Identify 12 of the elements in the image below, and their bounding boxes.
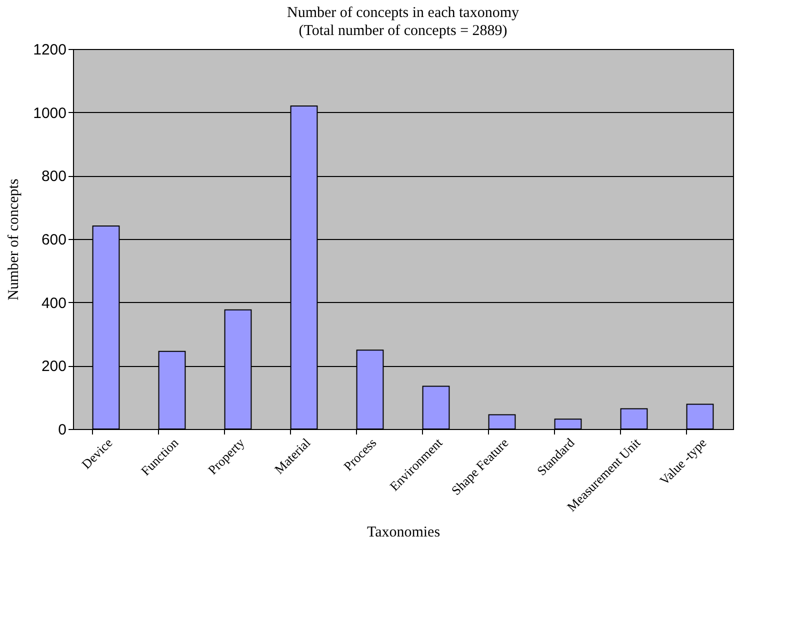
y-tick-label: 400 <box>41 294 66 312</box>
y-tick-label: 200 <box>41 358 66 376</box>
chart-subtitle: (Total number of concepts = 2889) <box>298 23 508 39</box>
x-axis-title: Taxonomies <box>366 524 440 540</box>
y-axis-title: Number of concepts <box>6 178 22 300</box>
y-tick-label: 800 <box>41 168 66 186</box>
y-tick-label: 1200 <box>33 42 66 58</box>
y-tick-label: 0 <box>58 422 66 438</box>
chart-title: Number of concepts in each taxonomy <box>286 5 520 21</box>
y-tick-label: 600 <box>41 232 66 248</box>
y-tick-label: 1000 <box>33 104 66 122</box>
x-tick-label: Value -type <box>656 434 710 488</box>
